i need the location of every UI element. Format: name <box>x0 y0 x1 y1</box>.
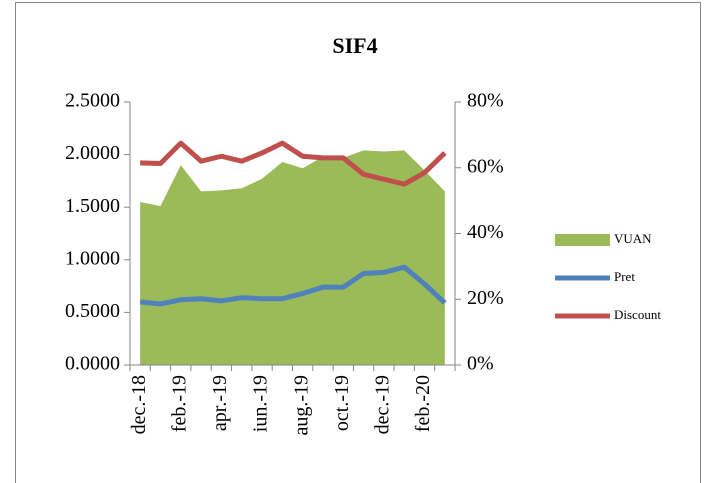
x-tick-label: feb.-19 <box>168 375 190 432</box>
x-tick-label: apr.-19 <box>209 375 231 431</box>
x-tick-label: dec.-18 <box>128 375 150 434</box>
chart-title: SIF4 <box>332 33 377 58</box>
area <box>140 150 445 365</box>
y-tick-label: 0.5000 <box>65 300 120 322</box>
x-tick-label: aug.-19 <box>290 375 312 436</box>
x-tick-label: dec.-19 <box>372 375 394 434</box>
y2-tick-label: 0% <box>467 353 494 375</box>
y-tick-label: 1.0000 <box>65 247 120 269</box>
line <box>140 140 447 187</box>
y2-tick-label: 20% <box>467 287 504 309</box>
legend-label: Discount <box>614 307 661 322</box>
x-tick-label: iun.-19 <box>250 375 272 432</box>
y-tick-label: 0.0000 <box>65 353 120 375</box>
legend-label: VUAN <box>614 231 652 246</box>
y-tick-label: 1.5000 <box>65 195 120 217</box>
y-tick-label: 2.5000 <box>65 90 120 112</box>
y-tick-label: 2.0000 <box>65 142 120 164</box>
line <box>139 264 447 307</box>
y2-tick-label: 80% <box>467 90 504 112</box>
legend-swatch <box>555 234 610 246</box>
x-tick-label: feb.-20 <box>412 375 434 432</box>
legend-label: Pret <box>614 269 635 284</box>
y2-tick-label: 40% <box>467 221 504 243</box>
y2-tick-label: 60% <box>467 155 504 177</box>
x-tick-label: oct.-19 <box>331 375 353 431</box>
